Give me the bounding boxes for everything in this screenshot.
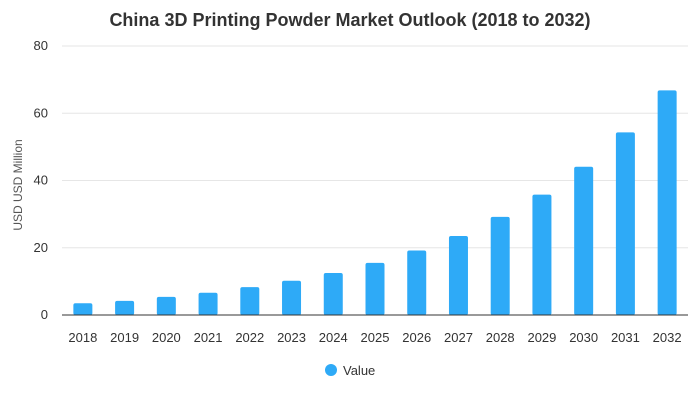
bar [156, 296, 176, 315]
bar [240, 287, 260, 315]
bar [407, 250, 427, 315]
chart-title: China 3D Printing Powder Market Outlook … [109, 10, 590, 30]
bars [73, 90, 677, 315]
x-tick-label: 2030 [569, 330, 598, 345]
legend: Value [325, 363, 375, 378]
x-tick-label: 2019 [110, 330, 139, 345]
y-tick-label: 40 [34, 173, 48, 188]
bar [323, 272, 343, 315]
x-tick-label: 2029 [527, 330, 556, 345]
bar [448, 235, 468, 315]
bar [115, 300, 135, 315]
bar [574, 166, 594, 315]
x-tick-label: 2032 [653, 330, 682, 345]
x-tick-label: 2025 [361, 330, 390, 345]
x-tick-label: 2023 [277, 330, 306, 345]
x-axis-ticks: 2018 2019 2020 2021 2022 2023 2024 2025 2026 2027… [68, 330, 681, 345]
x-tick-label: 2022 [235, 330, 264, 345]
x-tick-label: 2018 [68, 330, 97, 345]
bar [282, 280, 302, 315]
x-tick-label: 2020 [152, 330, 181, 345]
bar [615, 132, 635, 315]
bar [490, 216, 510, 315]
bar [73, 303, 93, 315]
bar [198, 292, 218, 315]
legend-marker [325, 364, 337, 376]
legend-label: Value [343, 363, 375, 378]
x-tick-label: 2026 [402, 330, 431, 345]
bar [532, 194, 552, 315]
y-tick-label: 0 [41, 307, 48, 322]
x-tick-label: 2031 [611, 330, 640, 345]
gridlines [62, 45, 688, 249]
y-tick-label: 80 [34, 38, 48, 53]
x-tick-label: 2028 [486, 330, 515, 345]
y-axis-label: USD USD Million [11, 139, 25, 230]
x-tick-label: 2021 [194, 330, 223, 345]
y-tick-label: 60 [34, 105, 48, 120]
y-axis-ticks: 0 20 40 60 80 [34, 38, 48, 322]
y-tick-label: 20 [34, 240, 48, 255]
x-tick-label: 2027 [444, 330, 473, 345]
bar [365, 262, 385, 315]
x-tick-label: 2024 [319, 330, 348, 345]
bar [657, 90, 677, 315]
